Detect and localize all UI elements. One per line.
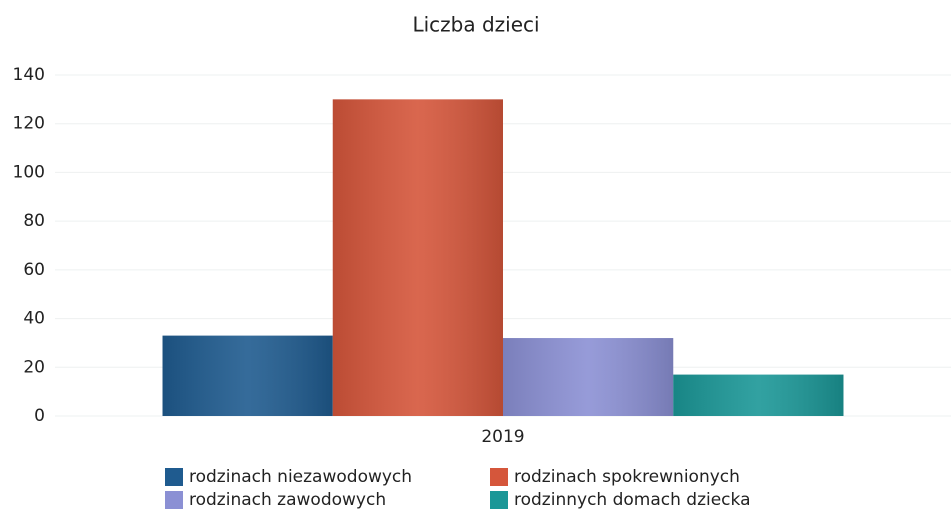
y-tick-label: 40 (23, 309, 45, 329)
legend-label: rodzinach spokrewnionych (514, 467, 740, 487)
legend-swatch (490, 468, 508, 486)
bar-shade (673, 374, 844, 416)
y-tick-label: 60 (23, 260, 45, 280)
bar-shade (162, 335, 333, 416)
legend-swatch (165, 468, 183, 486)
legend-label: rodzinnych domach dziecka (514, 490, 751, 510)
bar-shade (332, 99, 503, 416)
y-tick-label: 120 (13, 114, 45, 134)
bar-shade (503, 338, 674, 416)
legend-swatch (490, 491, 508, 509)
x-tick-label: 2019 (481, 427, 524, 447)
legend-swatch (165, 491, 183, 509)
legend-label: rodzinach niezawodowych (189, 467, 412, 487)
y-tick-label: 20 (23, 357, 45, 377)
legend-label: rodzinach zawodowych (189, 490, 386, 510)
y-tick-label: 0 (34, 406, 45, 426)
chart-title: Liczba dzieci (412, 13, 539, 37)
y-tick-label: 100 (13, 162, 45, 182)
y-tick-label: 80 (23, 211, 45, 231)
y-tick-label: 140 (13, 65, 45, 85)
